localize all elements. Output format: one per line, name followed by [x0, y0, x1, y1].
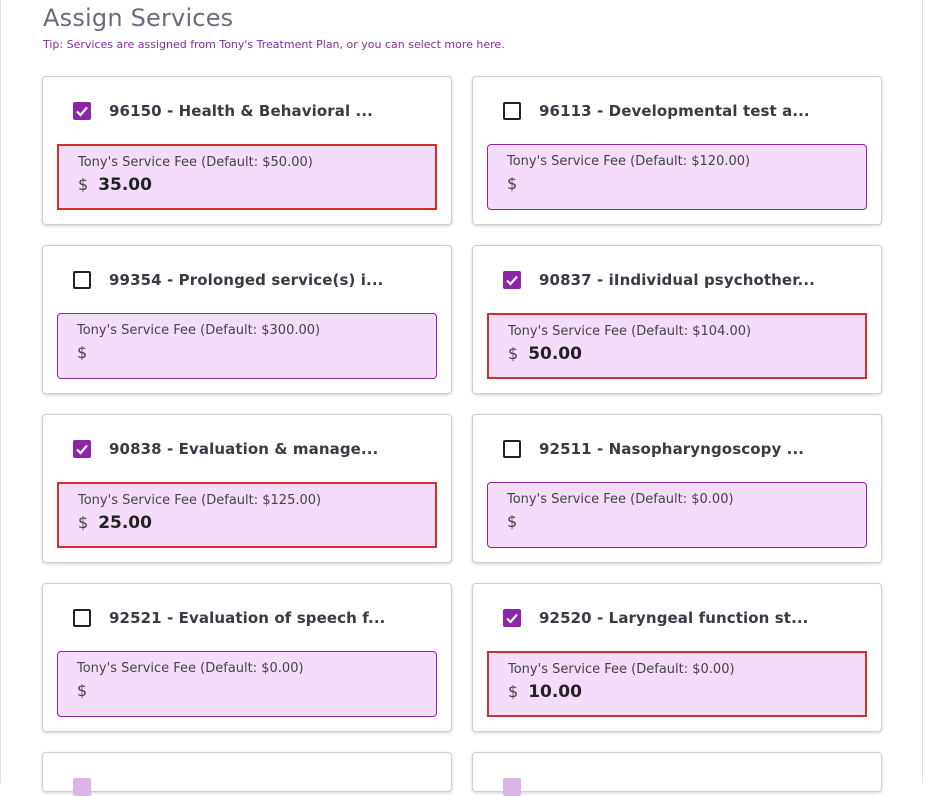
fee-label: Tony's Service Fee (Default: $50.00) — [78, 155, 313, 170]
service-card: 92511 - Nasopharyngoscopy ... Tony's Ser… — [472, 414, 882, 563]
checkmark-icon — [76, 106, 88, 117]
fee-label: Tony's Service Fee (Default: $0.00) — [507, 492, 734, 507]
service-checkbox-disabled — [503, 778, 521, 796]
fee-label: Tony's Service Fee (Default: $300.00) — [77, 323, 321, 338]
fee-input[interactable] — [528, 344, 829, 364]
currency-symbol: $ — [508, 682, 519, 701]
fee-label: Tony's Service Fee (Default: $0.00) — [77, 661, 304, 676]
fee-input[interactable] — [528, 682, 829, 702]
service-fee-field: Tony's Service Fee (Default: $120.00) $ — [487, 144, 867, 210]
currency-symbol: $ — [78, 175, 89, 194]
fee-input[interactable] — [97, 343, 398, 363]
fee-input[interactable] — [527, 174, 828, 194]
service-checkbox[interactable] — [503, 609, 521, 627]
currency-symbol: $ — [507, 512, 518, 531]
service-fee-field: Tony's Service Fee (Default: $50.00) $ — [57, 144, 437, 210]
service-checkbox[interactable] — [73, 271, 91, 289]
service-card: 92521 - Evaluation of speech f... Tony's… — [42, 583, 452, 732]
checkmark-icon — [76, 444, 88, 455]
service-checkbox[interactable] — [73, 440, 91, 458]
checkmark-icon — [506, 613, 518, 624]
fee-input[interactable] — [527, 512, 828, 532]
service-fee-field: Tony's Service Fee (Default: $104.00) $ — [487, 313, 867, 379]
service-fee-field: Tony's Service Fee (Default: $300.00) $ — [57, 313, 437, 379]
service-card: 96150 - Health & Behavioral ... Tony's S… — [42, 76, 452, 225]
service-checkbox[interactable] — [73, 609, 91, 627]
service-checkbox[interactable] — [503, 102, 521, 120]
service-card-partial — [472, 752, 882, 796]
service-checkbox[interactable] — [503, 440, 521, 458]
fee-label: Tony's Service Fee (Default: $104.00) — [508, 324, 752, 339]
service-name: 92511 - Nasopharyngoscopy ... — [539, 440, 805, 458]
service-checkbox-disabled — [73, 778, 91, 796]
service-name: 96113 - Developmental test a... — [539, 102, 810, 120]
fee-input[interactable] — [98, 175, 399, 195]
currency-symbol: $ — [77, 681, 88, 700]
tip-text: Tip: Services are assigned from Tony's T… — [43, 38, 505, 51]
fee-label: Tony's Service Fee (Default: $120.00) — [507, 154, 751, 169]
service-name: 90838 - Evaluation & manage... — [109, 440, 379, 458]
service-name: 92520 - Laryngeal function st... — [539, 609, 809, 627]
service-card: 92520 - Laryngeal function st... Tony's … — [472, 583, 882, 732]
currency-symbol: $ — [77, 343, 88, 362]
currency-symbol: $ — [508, 344, 519, 363]
currency-symbol: $ — [507, 174, 518, 193]
currency-symbol: $ — [78, 513, 89, 532]
service-card-partial — [42, 752, 452, 796]
checkmark-icon — [506, 275, 518, 286]
fee-label: Tony's Service Fee (Default: $125.00) — [78, 493, 322, 508]
services-grid: 96150 - Health & Behavioral ... Tony's S… — [42, 76, 882, 796]
service-name: 99354 - Prolonged service(s) i... — [109, 271, 384, 289]
service-name: 92521 - Evaluation of speech f... — [109, 609, 386, 627]
service-fee-field: Tony's Service Fee (Default: $0.00) $ — [487, 651, 867, 717]
service-card: 99354 - Prolonged service(s) i... Tony's… — [42, 245, 452, 394]
fee-input[interactable] — [97, 681, 398, 701]
service-name: 90837 - iIndividual psychother... — [539, 271, 815, 289]
service-fee-field: Tony's Service Fee (Default: $125.00) $ — [57, 482, 437, 548]
service-checkbox[interactable] — [73, 102, 91, 120]
service-card: 90838 - Evaluation & manage... Tony's Se… — [42, 414, 452, 563]
service-fee-field: Tony's Service Fee (Default: $0.00) $ — [57, 651, 437, 717]
page-title: Assign Services — [43, 4, 234, 32]
service-card: 96113 - Developmental test a... Tony's S… — [472, 76, 882, 225]
service-card: 90837 - iIndividual psychother... Tony's… — [472, 245, 882, 394]
service-checkbox[interactable] — [503, 271, 521, 289]
fee-label: Tony's Service Fee (Default: $0.00) — [508, 662, 735, 677]
service-name: 96150 - Health & Behavioral ... — [109, 102, 373, 120]
service-fee-field: Tony's Service Fee (Default: $0.00) $ — [487, 482, 867, 548]
fee-input[interactable] — [98, 513, 399, 533]
